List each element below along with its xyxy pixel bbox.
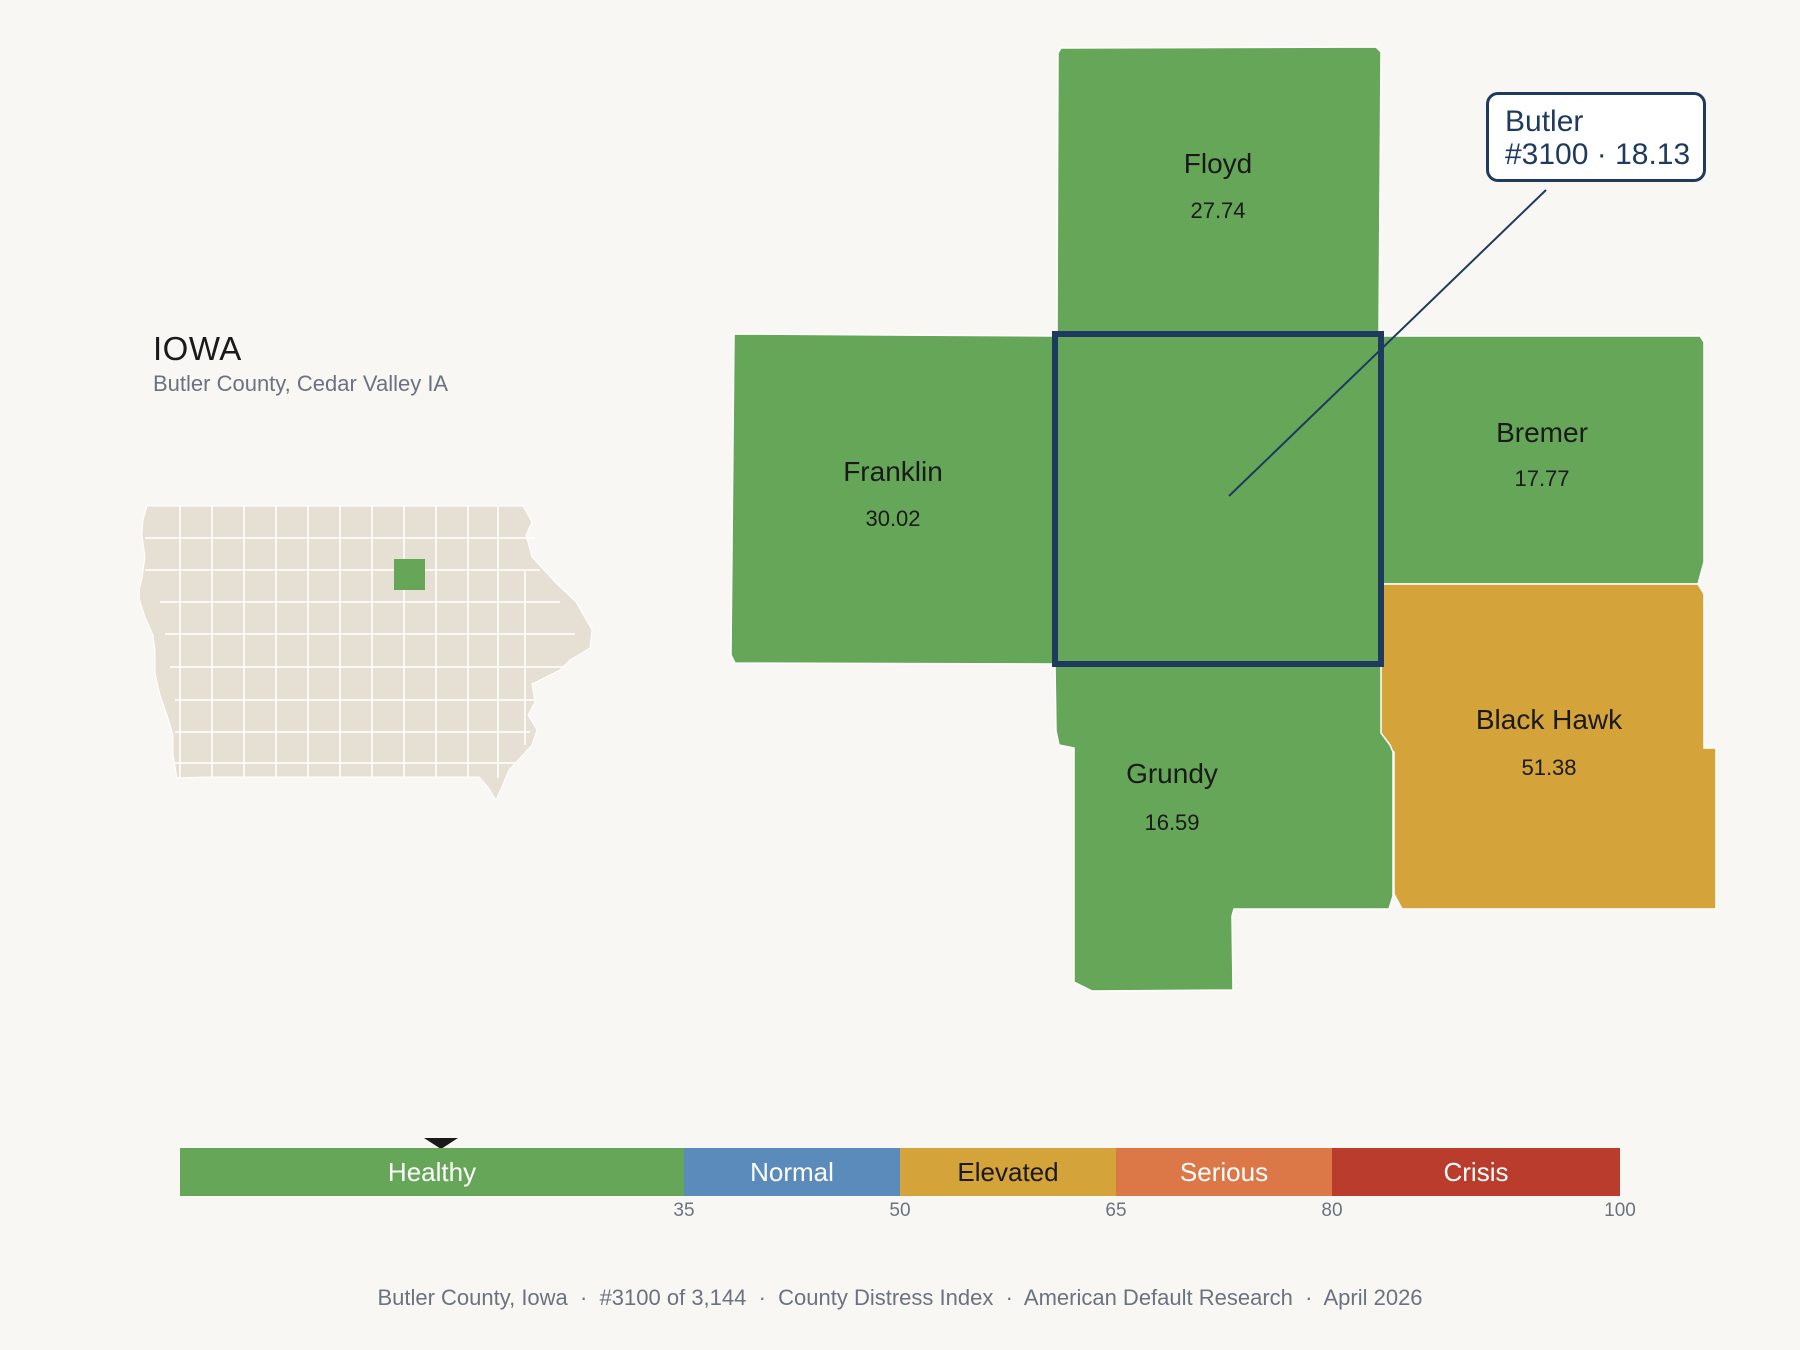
county-callout: Butler #3100 · 18.13 [1486, 92, 1706, 182]
legend-segment-healthy: Healthy [180, 1148, 684, 1196]
legend-segment-serious: Serious [1116, 1148, 1332, 1196]
county-bremer[interactable] [1381, 335, 1705, 585]
legend-tick: 80 [1321, 1200, 1343, 1221]
iowa-inset-map [140, 505, 593, 802]
current-score-marker-icon [424, 1138, 459, 1149]
distress-legend: Healthy Normal Elevated Serious Crisis 3… [180, 1130, 1636, 1221]
state-title: IOWA [153, 330, 242, 367]
county-black-hawk[interactable] [1378, 583, 1717, 910]
callout-leader-line [1228, 189, 1547, 497]
callout-rank-score: #3100 · 18.13 [1505, 138, 1691, 171]
county-value-floyd: 27.74 [1190, 198, 1245, 223]
county-label-floyd: Floyd [1184, 148, 1252, 179]
county-franklin[interactable] [730, 333, 1057, 665]
legend-segment-normal: Normal [684, 1148, 900, 1196]
callout-county-name: Butler [1505, 105, 1584, 138]
footer-source-line: Butler County, Iowa · #3100 of 3,144 · C… [377, 1285, 1423, 1310]
selected-county-outline [1052, 331, 1384, 667]
county-value-black-hawk: 51.38 [1521, 755, 1576, 780]
county-grundy[interactable] [1054, 663, 1394, 992]
legend-tick: 100 [1604, 1200, 1636, 1221]
county-butler[interactable] [1054, 333, 1382, 665]
county-value-grundy: 16.59 [1144, 810, 1199, 835]
county-label-black-hawk: Black Hawk [1476, 704, 1623, 735]
legend-tick: 50 [889, 1200, 911, 1221]
county-floyd[interactable] [1056, 46, 1382, 336]
legend-segment-crisis: Crisis [1332, 1148, 1620, 1196]
county-grid [145, 506, 575, 778]
state-subtitle: Butler County, Cedar Valley IA [153, 371, 449, 396]
legend-tick: 35 [673, 1200, 695, 1221]
county-label-franklin: Franklin [843, 456, 943, 487]
county-label-grundy: Grundy [1126, 758, 1218, 789]
county-value-bremer: 17.77 [1514, 466, 1569, 491]
iowa-outline [140, 505, 593, 802]
butler-inset-marker [394, 559, 425, 590]
county-value-franklin: 30.02 [865, 506, 920, 531]
legend-segment-elevated: Elevated [900, 1148, 1116, 1196]
county-label-bremer: Bremer [1496, 417, 1588, 448]
legend-tick: 65 [1105, 1200, 1127, 1221]
